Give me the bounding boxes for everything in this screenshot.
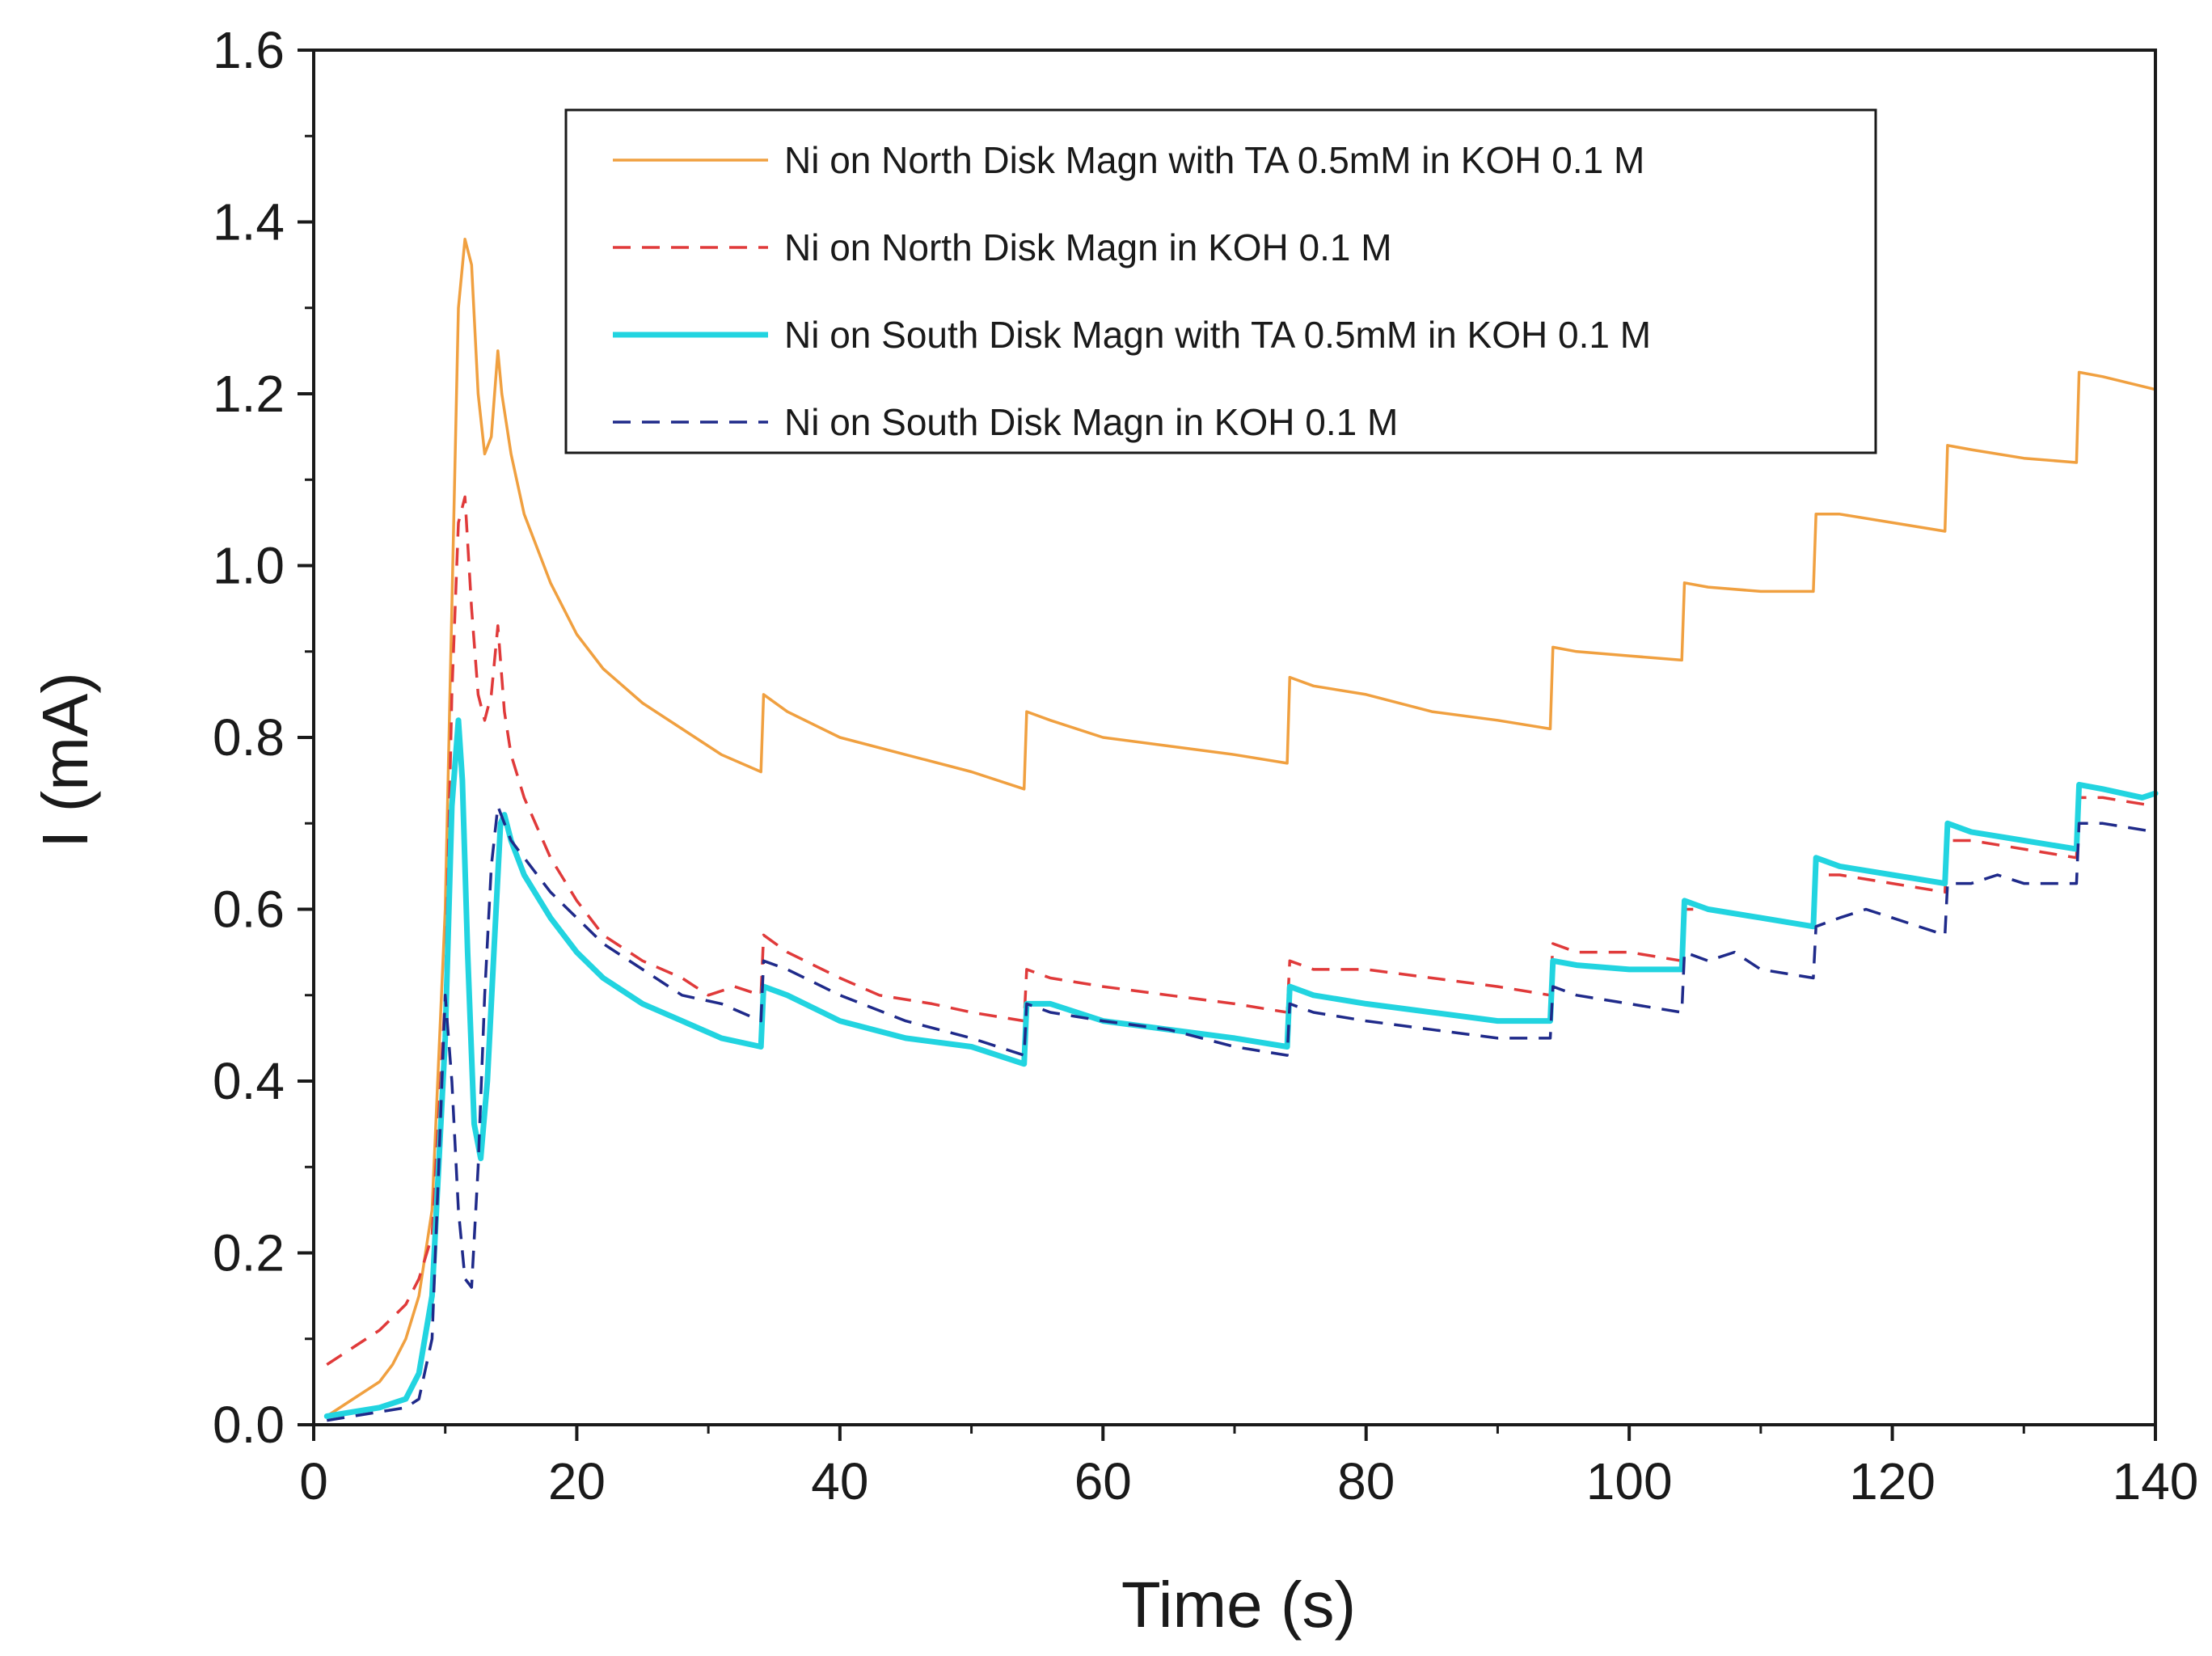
y-tick-label: 1.0 bbox=[213, 537, 285, 595]
y-tick-label: 0.0 bbox=[213, 1396, 285, 1454]
y-axis-title: I (mA) bbox=[29, 672, 101, 848]
legend-label-1: Ni on North Disk Magn with TA 0.5mM in K… bbox=[784, 139, 1644, 181]
y-tick-label: 0.2 bbox=[213, 1224, 285, 1282]
series-line-4 bbox=[327, 805, 2156, 1422]
y-tick-label: 1.2 bbox=[213, 365, 285, 423]
y-tick-label: 0.6 bbox=[213, 881, 285, 939]
x-tick-label: 80 bbox=[1337, 1452, 1395, 1510]
x-axis-title: Time (s) bbox=[1121, 1569, 1356, 1641]
legend-label-2: Ni on North Disk Magn in KOH 0.1 M bbox=[784, 226, 1392, 268]
y-tick-label: 0.4 bbox=[213, 1052, 285, 1110]
x-tick-label: 100 bbox=[1586, 1452, 1673, 1510]
x-tick-label: 60 bbox=[1074, 1452, 1132, 1510]
x-tick-label: 120 bbox=[1849, 1452, 1936, 1510]
y-tick-label: 1.4 bbox=[213, 193, 285, 251]
series-line-1 bbox=[325, 238, 2157, 1418]
x-tick-label: 20 bbox=[548, 1452, 606, 1510]
y-tick-label: 0.8 bbox=[213, 708, 285, 767]
legend: Ni on North Disk Magn with TA 0.5mM in K… bbox=[564, 108, 1877, 454]
axes: 0 20 40 60 80 100 120 140 0.0 0.2 0.4 0.6 0.8 1.0 1.2 1… bbox=[213, 21, 2198, 1510]
x-tick-label: 0 bbox=[299, 1452, 328, 1510]
y-tick-label: 1.6 bbox=[213, 21, 285, 79]
legend-label-3: Ni on South Disk Magn with TA 0.5mM in K… bbox=[784, 314, 1651, 356]
plot-series bbox=[323, 238, 2159, 1422]
legend-label-4: Ni on South Disk Magn in KOH 0.1 M bbox=[784, 401, 1398, 443]
x-tick-label: 140 bbox=[2113, 1452, 2199, 1510]
x-tick-label: 40 bbox=[811, 1452, 868, 1510]
legend-box bbox=[564, 108, 1877, 454]
